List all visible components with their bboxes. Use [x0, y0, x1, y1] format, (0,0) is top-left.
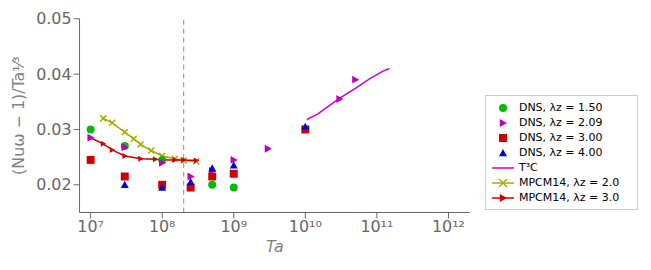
html-text:DNS, λz = 4.00: DNS, λz = 4.00 — [518, 146, 603, 159]
svg-text:Ta: Ta — [266, 237, 284, 256]
svg-text:0.05: 0.05 — [36, 9, 71, 28]
svg-text:10¹²: 10¹² — [432, 217, 465, 236]
svg-text:0.03: 0.03 — [36, 120, 71, 139]
html-text:DNS, λz = 2.09: DNS, λz = 2.09 — [518, 116, 603, 129]
svg-text:0.04: 0.04 — [36, 65, 71, 84]
html-text:DNS, λz = 1.50: DNS, λz = 1.50 — [518, 101, 603, 114]
svg-text:10⁸: 10⁸ — [149, 217, 176, 236]
svg-text:10⁹: 10⁹ — [220, 217, 247, 236]
html-text:MPCM14, λz = 3.0: MPCM14, λz = 3.0 — [518, 191, 620, 204]
svg-text:10¹¹: 10¹¹ — [360, 217, 393, 236]
html-text:T³C: T³C — [518, 161, 538, 174]
svg-text:10⁷: 10⁷ — [77, 217, 104, 236]
svg-text:0.02: 0.02 — [36, 175, 71, 194]
svg-text:10¹⁰: 10¹⁰ — [289, 217, 322, 236]
html-text:MPCM14, λz = 2.0: MPCM14, λz = 2.0 — [518, 176, 620, 189]
html-text:DNS, λz = 3.00: DNS, λz = 3.00 — [518, 131, 603, 144]
svg-text:(Nuω − 1)/Ta¹⁄³: (Nuω − 1)/Ta¹⁄³ — [9, 56, 28, 175]
